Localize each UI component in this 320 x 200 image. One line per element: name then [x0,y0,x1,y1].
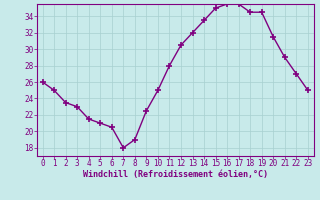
X-axis label: Windchill (Refroidissement éolien,°C): Windchill (Refroidissement éolien,°C) [83,170,268,179]
